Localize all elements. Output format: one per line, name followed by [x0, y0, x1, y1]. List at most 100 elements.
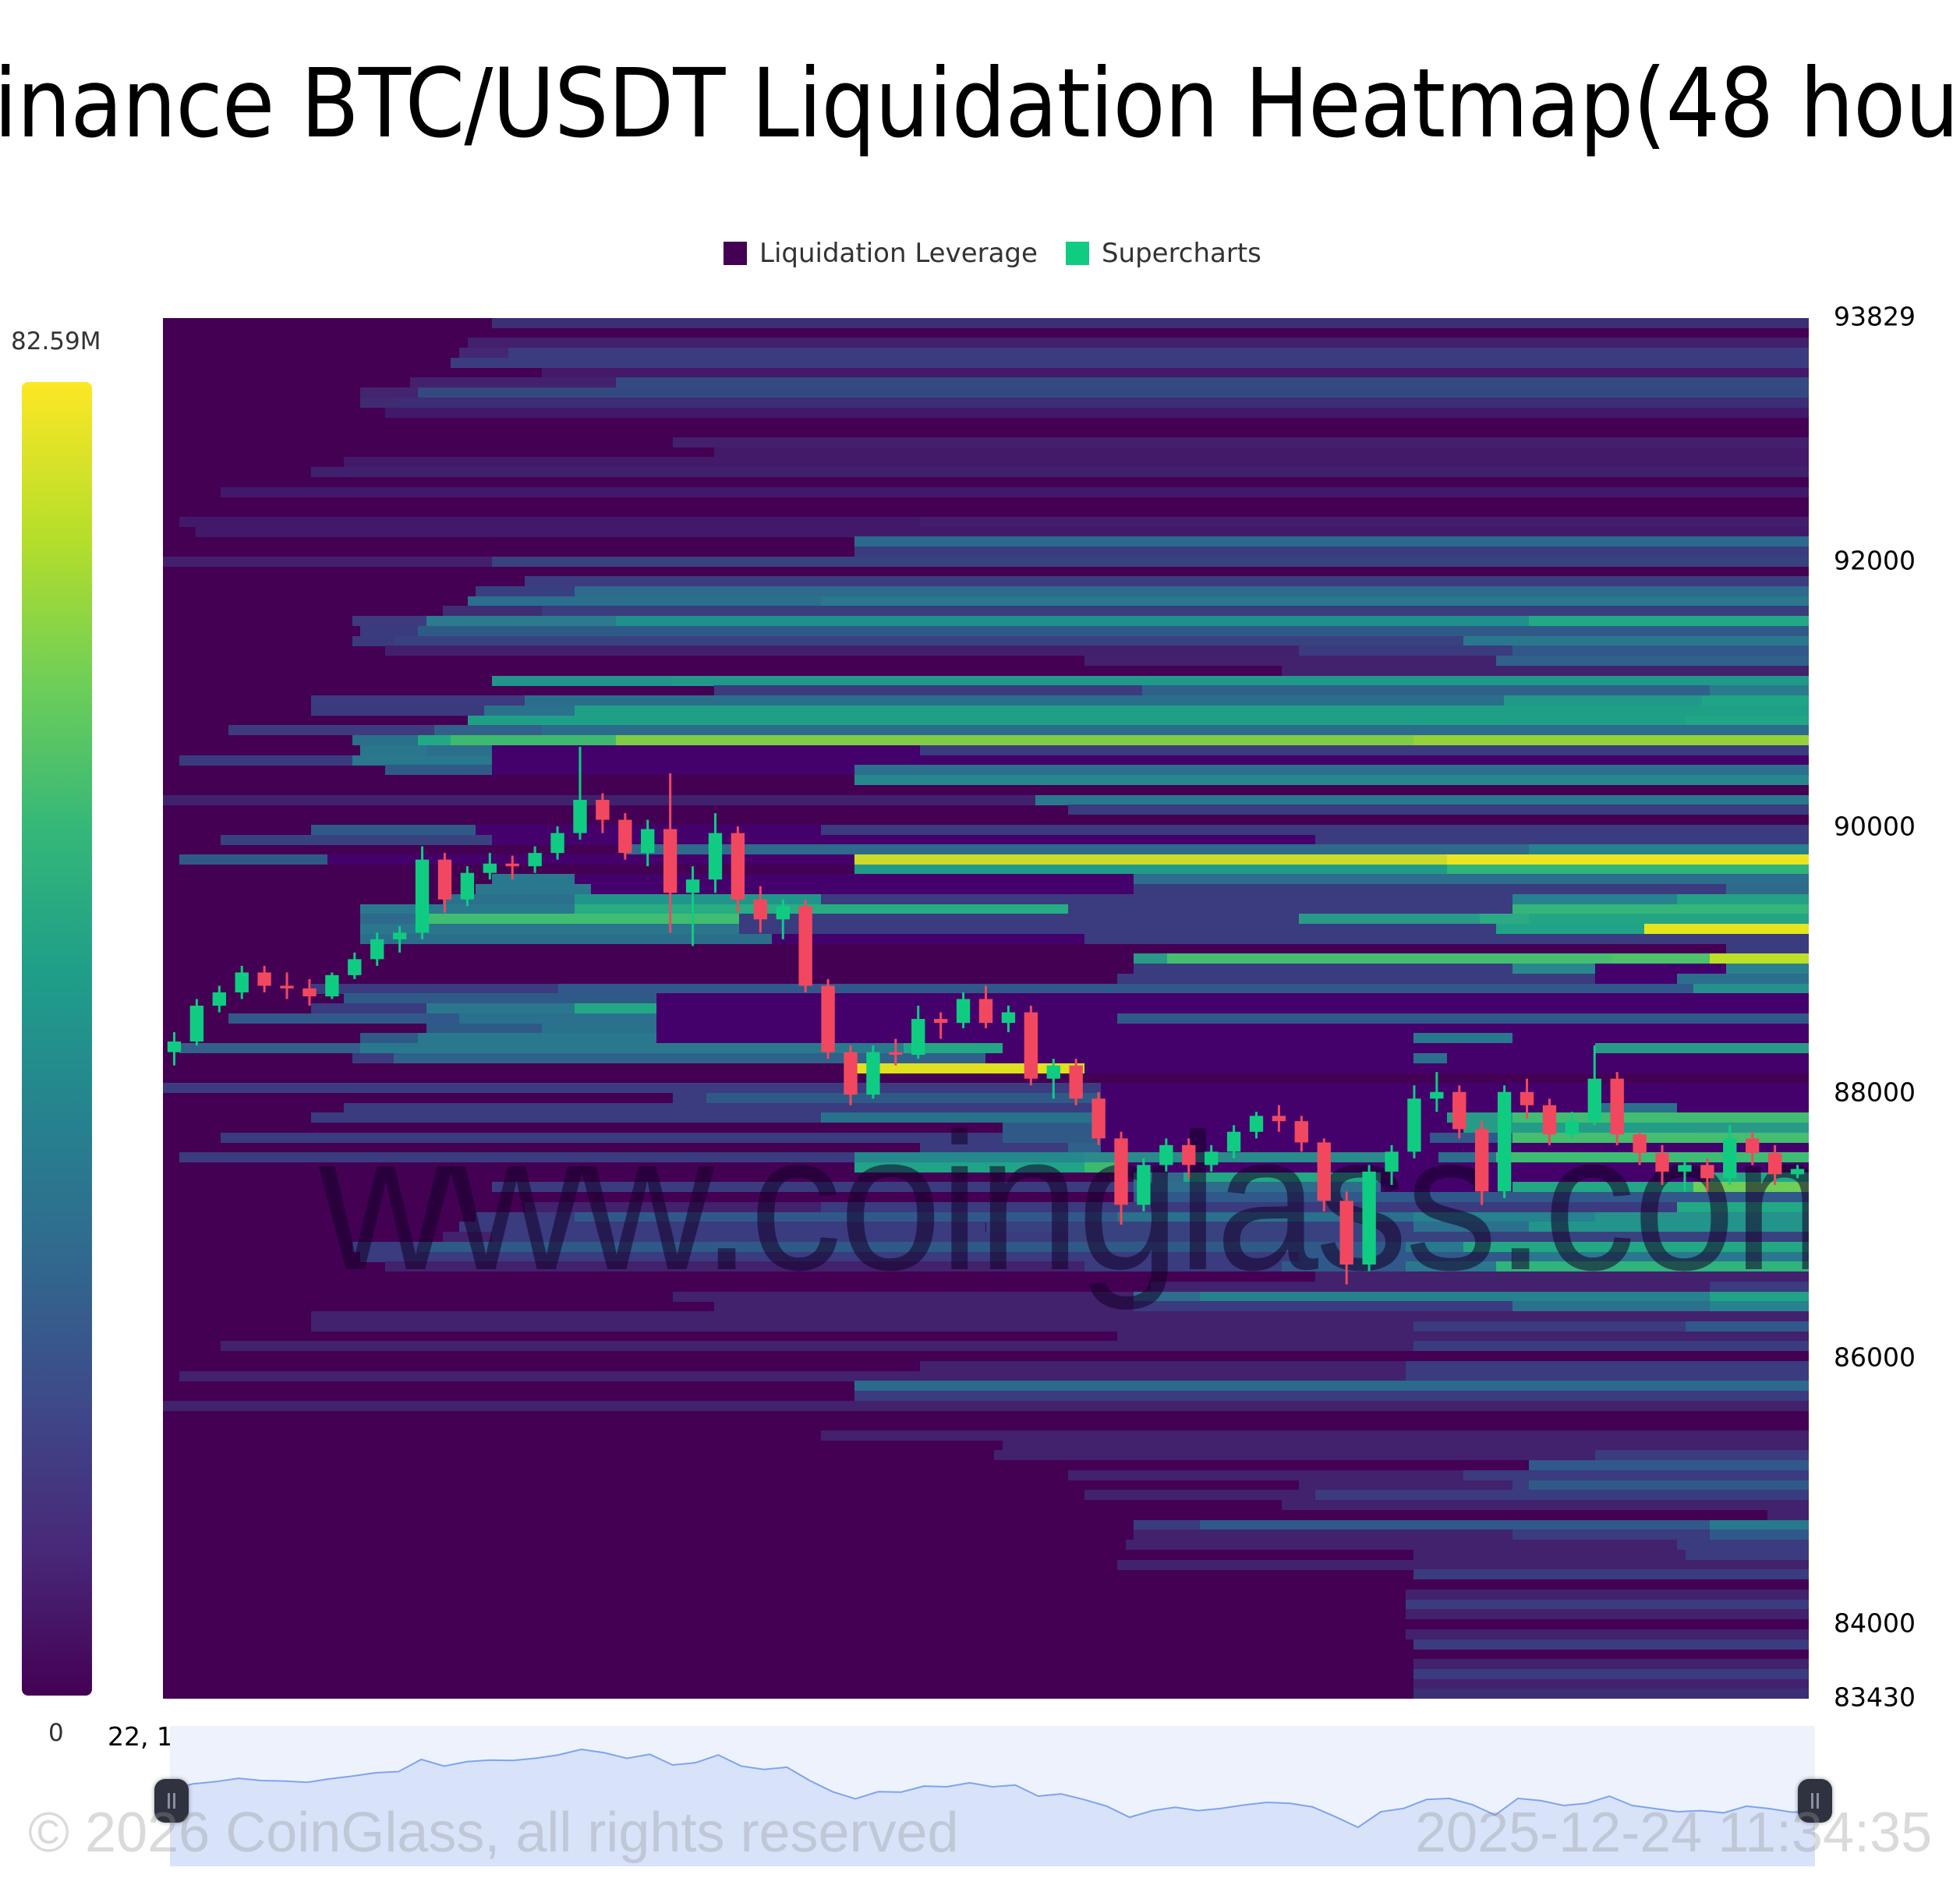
heatmap-cell: [418, 625, 1809, 636]
heatmap-cell: [492, 1182, 1134, 1193]
legend-swatch-icon: [1065, 242, 1089, 265]
heatmap-cell: [352, 616, 426, 627]
legend-item-liquidation-leverage[interactable]: Liquidation Leverage: [724, 238, 1038, 269]
heatmap-cell: [1594, 606, 1809, 617]
y-tick-label: 88000: [1834, 1077, 1916, 1108]
heatmap-cell: [1677, 1540, 1809, 1551]
heatmap-cell: [1002, 1043, 1595, 1054]
heatmap-cell: [1068, 1470, 1463, 1480]
heatmap-cell: [1199, 1519, 1711, 1530]
legend-label: Supercharts: [1101, 238, 1261, 269]
heatmap-cell: [476, 586, 575, 596]
heatmap-cell: [994, 1450, 1595, 1461]
heatmap-cell: [1405, 1629, 1809, 1639]
heatmap-cell: [1125, 1162, 1809, 1172]
heatmap-cell: [1150, 1281, 1711, 1292]
slider-right-handle[interactable]: [1798, 1779, 1832, 1823]
heatmap-cell: [310, 1311, 1809, 1322]
grip-icon: [168, 1793, 175, 1809]
heatmap-cell: [409, 377, 616, 388]
heatmap-cell: [574, 904, 1069, 914]
heatmap-cell: [656, 1003, 1809, 1014]
heatmap-cell: [327, 854, 854, 865]
heatmap-cell: [492, 556, 1809, 567]
heatmap-cell: [1002, 1440, 1809, 1451]
heatmap-cell: [1726, 884, 1809, 895]
heatmap-cell: [1413, 1549, 1686, 1560]
heatmap-cell: [1495, 1490, 1809, 1501]
heatmap-cell: [854, 536, 1809, 547]
slider-left-handle[interactable]: [154, 1779, 189, 1823]
heatmap-cell: [541, 606, 1595, 617]
heatmap-cell: [1134, 1192, 1809, 1203]
heatmap-cell: [360, 904, 575, 914]
heatmap-cell: [1611, 953, 1711, 964]
heatmap-cell: [1529, 616, 1809, 627]
heatmap-cell: [821, 1201, 1678, 1212]
heatmap-cell: [1125, 1540, 1678, 1551]
heatmap-cell: [384, 1261, 1085, 1272]
heatmap-cell: [920, 1142, 1069, 1153]
heatmap-cell: [1068, 805, 1809, 815]
heatmap-cell: [590, 884, 1134, 895]
heatmap-cell: [1413, 1211, 1595, 1222]
heatmap-cell: [985, 1222, 1414, 1233]
heatmap-cell: [1413, 735, 1809, 746]
y-tick-label: 90000: [1834, 811, 1916, 842]
heatmap-cell: [541, 367, 1809, 378]
y-tick-label: 93829: [1834, 301, 1916, 332]
heatmap-cell: [179, 755, 352, 766]
heatmap-cell: [352, 755, 493, 766]
heatmap-cell: [451, 357, 1809, 368]
heatmap-cell: [426, 744, 493, 755]
heatmap-cell: [360, 744, 426, 755]
heatmap-cell: [310, 467, 1809, 478]
heatmap-cell: [673, 1092, 706, 1103]
chart-title: inance BTC/USDT Liquidation Heatmap(48 h…: [0, 48, 1959, 159]
heatmap-plot-area[interactable]: www.coinglass.com: [163, 318, 1809, 1699]
heatmap-cell: [310, 983, 558, 994]
heatmap-cell: [1405, 1241, 1463, 1252]
heatmap-cell: [854, 1162, 1085, 1172]
heatmap-cell: [492, 1232, 1069, 1243]
heatmap-cell: [1413, 1659, 1809, 1670]
heatmap-cell: [1677, 1102, 1809, 1113]
heatmap-cell: [467, 338, 1809, 348]
heatmap-cell: [615, 616, 1530, 627]
heatmap-cell: [1685, 1321, 1809, 1332]
heatmap-cell: [1512, 1112, 1809, 1123]
heatmap-cell: [310, 824, 476, 835]
heatmap-cell: [393, 635, 1463, 646]
heatmap-cell: [418, 387, 1809, 398]
heatmap-cell: [1068, 1142, 1102, 1153]
heatmap-cell: [196, 526, 1809, 537]
heatmap-cell: [1430, 1132, 1513, 1143]
heatmap-cell: [837, 844, 1530, 855]
heatmap-cell: [1282, 665, 1809, 676]
colorbar[interactable]: [22, 382, 92, 1696]
heatmap-cell: [714, 685, 1143, 696]
heatmap-cell: [344, 1102, 1102, 1113]
heatmap-cell: [525, 1201, 822, 1212]
heatmap-cell: [1199, 1291, 1711, 1302]
heatmap-cell: [854, 854, 1447, 865]
heatmap-cell: [492, 834, 1315, 845]
heatmap-cell: [1405, 1589, 1809, 1600]
heatmap-cell: [1134, 1301, 1512, 1312]
heatmap-cell: [492, 794, 1035, 805]
heatmap-cell: [384, 765, 493, 776]
heatmap-cell: [615, 735, 1414, 746]
heatmap-cell: [1298, 914, 1480, 925]
heatmap-cell: [1677, 973, 1809, 984]
heatmap-cell: [1512, 1033, 1809, 1044]
heatmap-cell: [1685, 1549, 1809, 1560]
heatmap-cell: [656, 993, 1809, 1004]
y-tick-label: 92000: [1834, 545, 1916, 576]
time-range-slider[interactable]: [170, 1726, 1815, 1866]
y-tick-label: 86000: [1834, 1342, 1916, 1373]
heatmap-cell: [920, 516, 1809, 527]
heatmap-cell: [821, 1430, 1809, 1441]
heatmap-cell: [1701, 695, 1809, 706]
legend: Liquidation Leverage Supercharts: [724, 238, 1290, 269]
legend-item-supercharts[interactable]: Supercharts: [1065, 238, 1261, 269]
